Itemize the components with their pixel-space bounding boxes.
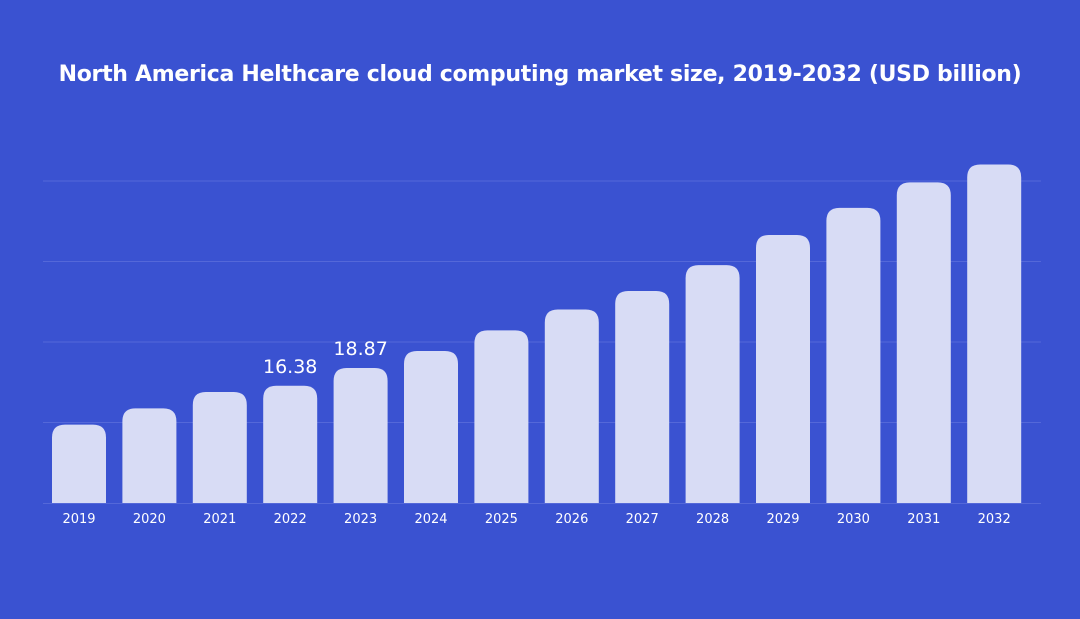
data-label-2023: 18.87 [333,338,387,360]
chart-title: North America Helthcare cloud computing … [58,62,1022,87]
bar-2020 [122,408,177,503]
bars [52,164,1022,504]
x-tick-label: 2022 [274,512,307,527]
gridlines [43,180,1041,504]
x-tick-label: 2029 [766,512,799,527]
bar-2032 [967,164,1022,503]
x-tick-label: 2021 [203,512,236,527]
bar-2019 [52,424,106,503]
x-tick-label: 2019 [62,512,95,527]
x-tick-label: 2020 [133,512,166,527]
x-tick-label: 2031 [907,512,940,527]
bar-2027 [615,290,670,503]
bar-2031 [896,182,951,504]
x-tick-label: 2027 [626,512,659,527]
bar-2022 [263,385,318,503]
bar-2021 [192,392,247,503]
bar-2029 [756,234,810,504]
x-tick-label: 2026 [555,512,588,527]
x-tick-label: 2030 [837,512,870,527]
data-label-2022: 16.38 [263,356,317,378]
x-axis-ticks: 2019 2020 2021 2022 2023 2024 2025 2026 2027 2028… [62,512,1010,527]
bar-2026 [544,309,599,503]
x-tick-label: 2024 [414,512,447,527]
bar-2023 [333,367,388,503]
x-tick-label: 2028 [696,512,729,527]
x-tick-label: 2023 [344,512,377,527]
x-tick-label: 2032 [978,512,1011,527]
bar-2028 [685,265,740,503]
x-tick-label: 2025 [485,512,518,527]
data-labels: 16.38 18.87 [263,338,388,378]
bar-2025 [474,330,529,503]
bar-2030 [826,207,881,503]
bar-2024 [404,351,458,503]
